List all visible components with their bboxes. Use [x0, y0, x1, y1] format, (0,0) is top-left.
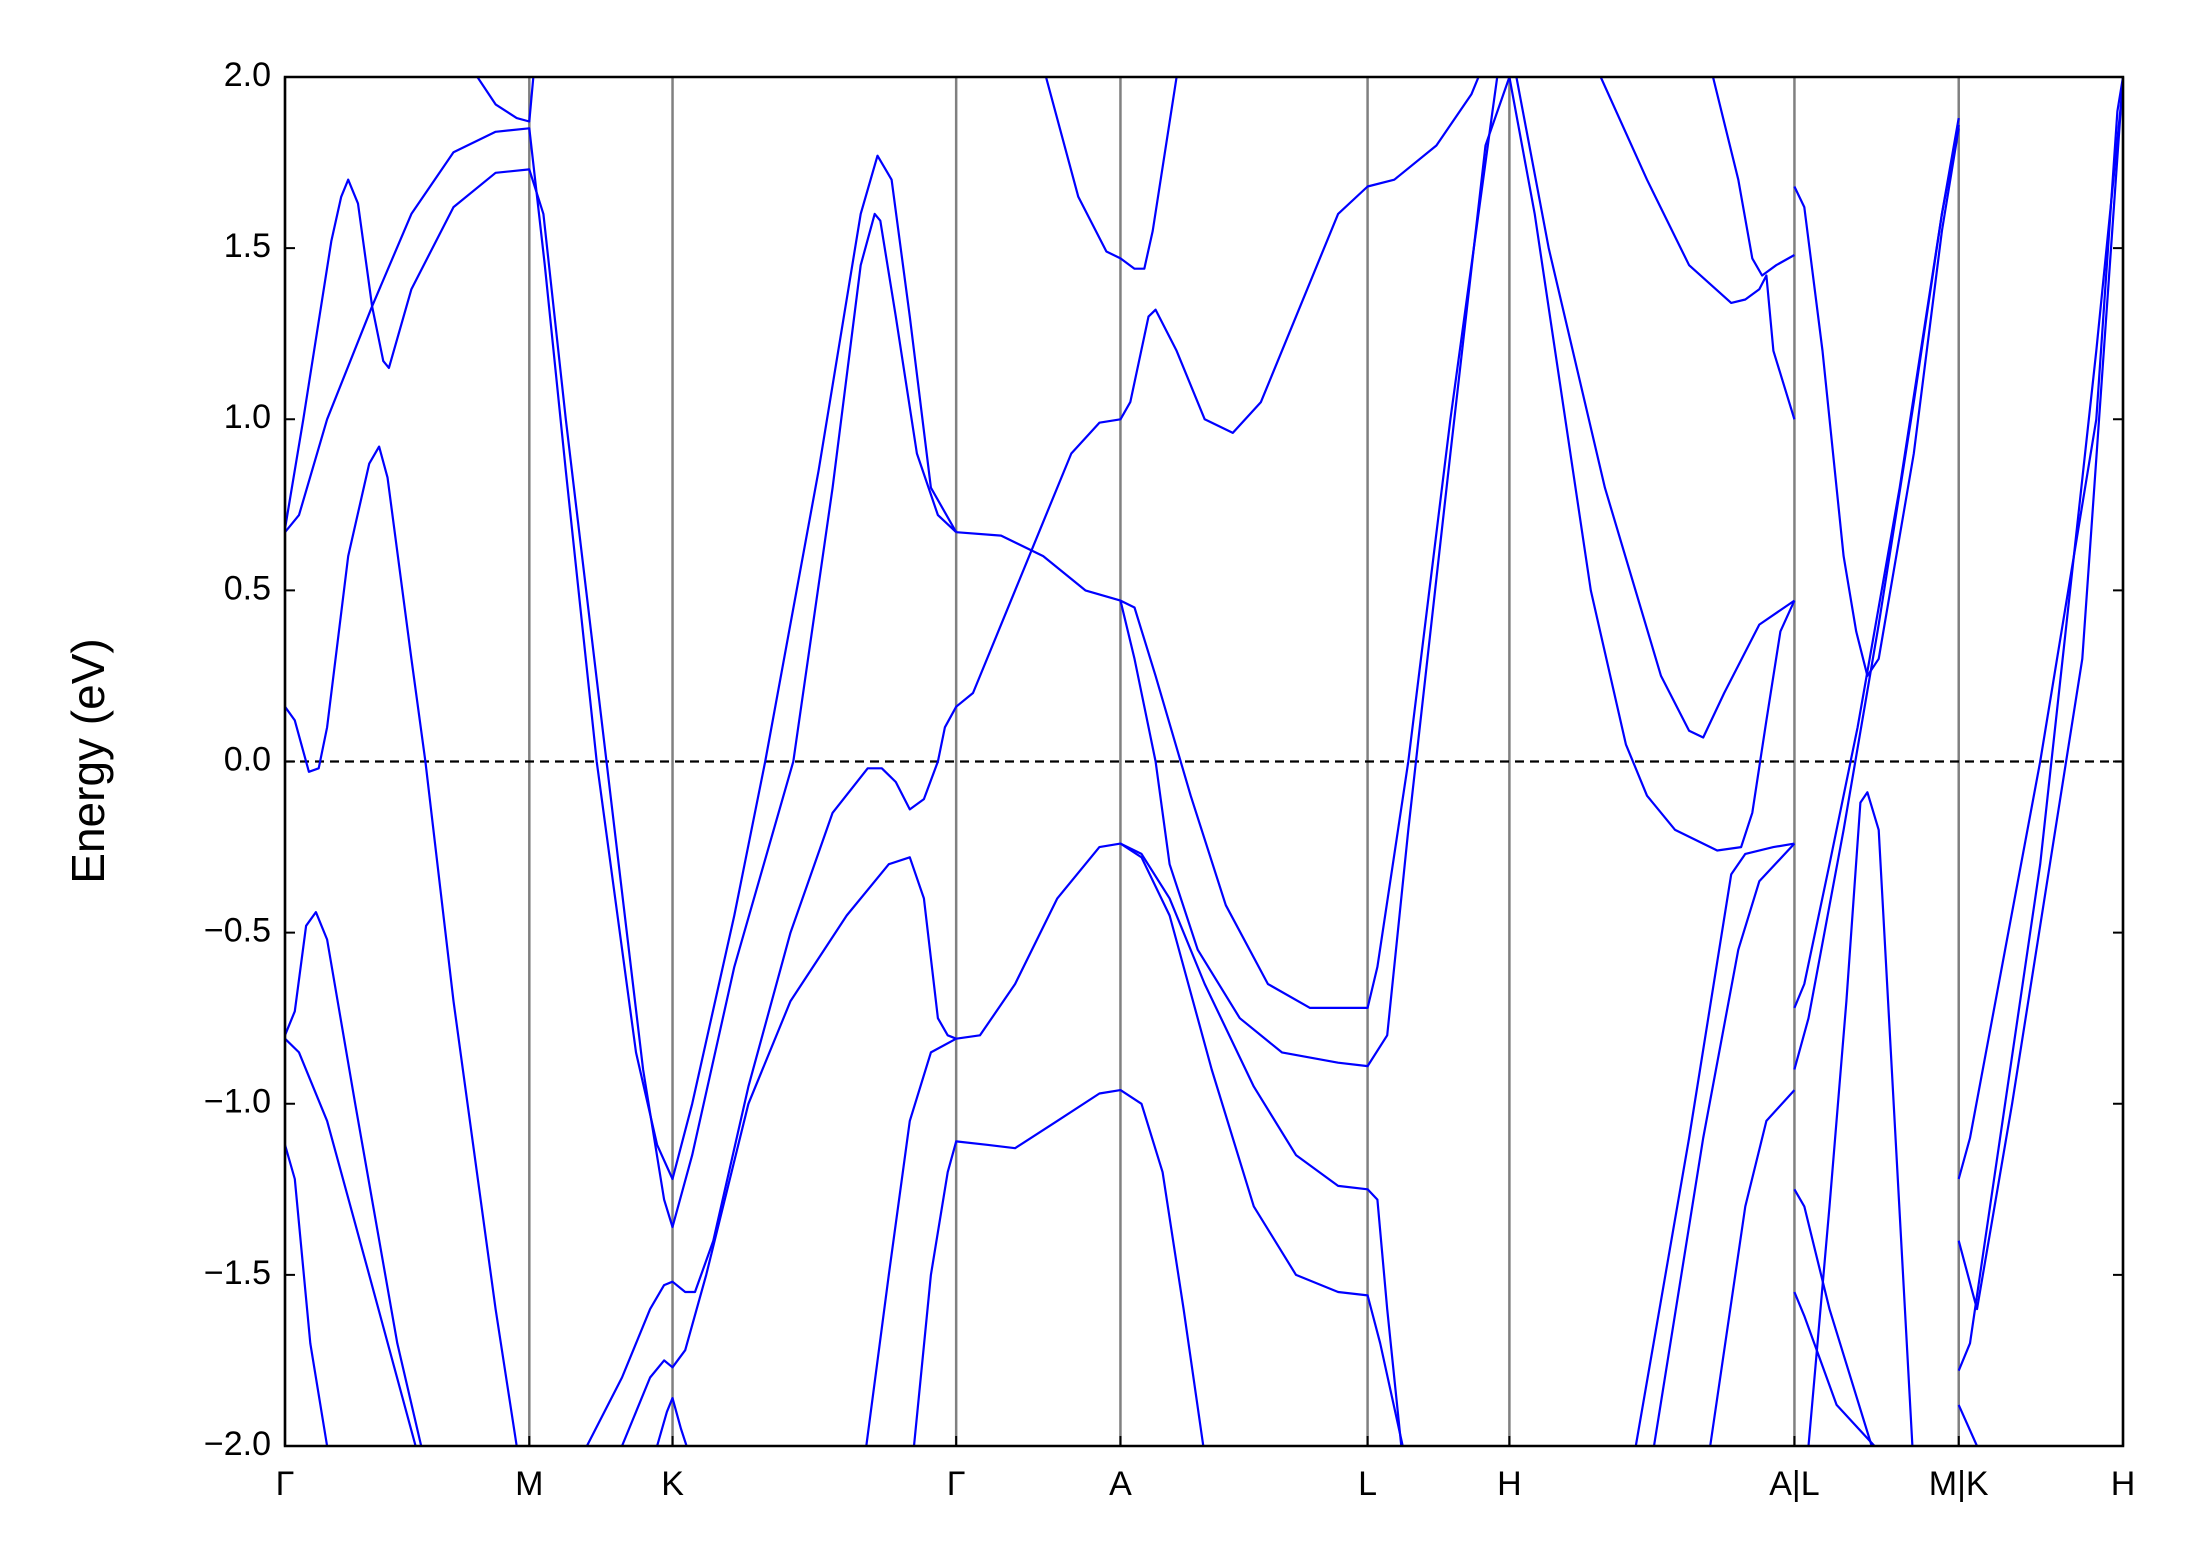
- y-tick-label: 0.0: [224, 740, 271, 778]
- x-tick-label: H: [2111, 1465, 2136, 1503]
- y-axis-label: Energy (eV): [62, 638, 114, 883]
- x-tick-label: L: [1358, 1465, 1377, 1503]
- band-line: [1119, 77, 1511, 1068]
- band-line: [476, 77, 535, 123]
- band-line: [1044, 77, 1178, 270]
- band-line: [1957, 77, 2123, 1311]
- band-line: [620, 842, 1403, 1446]
- band-line: [285, 127, 958, 1181]
- band-line: [656, 1397, 688, 1446]
- band-line: [1957, 77, 2123, 1180]
- y-tick-label: 1.0: [224, 398, 271, 436]
- plot-frame: [283, 75, 2125, 1448]
- band-line: [285, 168, 957, 1229]
- band-line: [1807, 791, 1914, 1446]
- x-tick-label: H: [1497, 1465, 1522, 1503]
- band-line: [1709, 1089, 1796, 1446]
- band-line: [1119, 842, 1404, 1446]
- band-line: [285, 1037, 417, 1446]
- band-line: [1652, 842, 1796, 1446]
- band-line: [1957, 83, 2123, 1372]
- bands: [285, 77, 2123, 1446]
- band-line: [1508, 77, 1796, 852]
- band-line: [1793, 1188, 1873, 1446]
- band-line: [1957, 1404, 1979, 1446]
- x-tick-label: A|L: [1769, 1465, 1819, 1503]
- band-line: [285, 445, 518, 1446]
- band-line: [285, 1144, 329, 1446]
- y-tick-label: −2.0: [204, 1425, 271, 1463]
- x-tick-label: Γ: [947, 1465, 966, 1503]
- x-tick-label: K: [661, 1465, 684, 1503]
- y-tick-label: 1.5: [224, 227, 271, 265]
- y-tick-label: −1.5: [204, 1254, 271, 1292]
- x-tick-label: M: [515, 1465, 543, 1503]
- y-tick-label: −1.0: [204, 1083, 271, 1121]
- band-line: [1793, 117, 1960, 1009]
- band-line: [912, 1089, 1205, 1446]
- y-tick-label: 2.0: [224, 56, 271, 94]
- band-line: [1515, 77, 1796, 739]
- band-line: [1634, 842, 1795, 1446]
- band-line: [1793, 124, 1960, 1070]
- band-line: [1793, 128, 1960, 677]
- band-line: [285, 911, 423, 1446]
- x-tick-label: M|K: [1929, 1465, 1989, 1503]
- y-tick-label: 0.5: [224, 569, 271, 607]
- band-line: [585, 77, 1480, 1446]
- band-line: [1599, 77, 1796, 420]
- band-line: [865, 1037, 957, 1446]
- y-tick-label: −0.5: [204, 912, 271, 950]
- band-line: [956, 77, 1499, 1009]
- x-tick-label: A: [1109, 1465, 1132, 1503]
- band-line: [1711, 77, 1795, 277]
- x-tick-label: Γ: [276, 1465, 295, 1503]
- band-line: [1793, 1291, 1876, 1446]
